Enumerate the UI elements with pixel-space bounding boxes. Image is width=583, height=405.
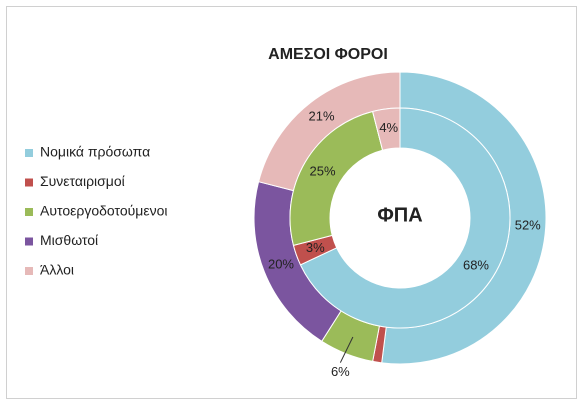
legend-label: Νομικά πρόσωπα xyxy=(40,144,150,160)
legend-label: Άλλοι xyxy=(40,262,74,278)
data-label: 3% xyxy=(306,240,325,255)
data-label: 4% xyxy=(379,120,398,135)
legend-swatch xyxy=(25,208,33,216)
legend-swatch xyxy=(25,149,33,157)
data-label: 25% xyxy=(310,164,336,179)
data-label: 21% xyxy=(309,108,335,123)
legend-swatch xyxy=(25,178,33,187)
legend-label: Αυτοεργοδοτούμενοι xyxy=(40,203,167,219)
chart-title: ΑΜΕΣΟΙ ΦΟΡΟΙ xyxy=(268,46,388,63)
donut-slice xyxy=(299,107,511,329)
data-label: 68% xyxy=(463,258,489,273)
data-label: 6% xyxy=(331,364,350,379)
data-label: 20% xyxy=(268,257,294,272)
legend-label: Μισθωτοί xyxy=(40,232,98,248)
legend-swatch xyxy=(25,267,33,275)
leader-line xyxy=(339,336,354,363)
donut-slice xyxy=(372,107,401,151)
center-label: ΦΠΑ xyxy=(377,204,422,226)
data-label: 52% xyxy=(515,217,541,232)
legend-label: Συνεταιρισμοί xyxy=(40,173,125,189)
legend-swatch xyxy=(25,237,33,246)
